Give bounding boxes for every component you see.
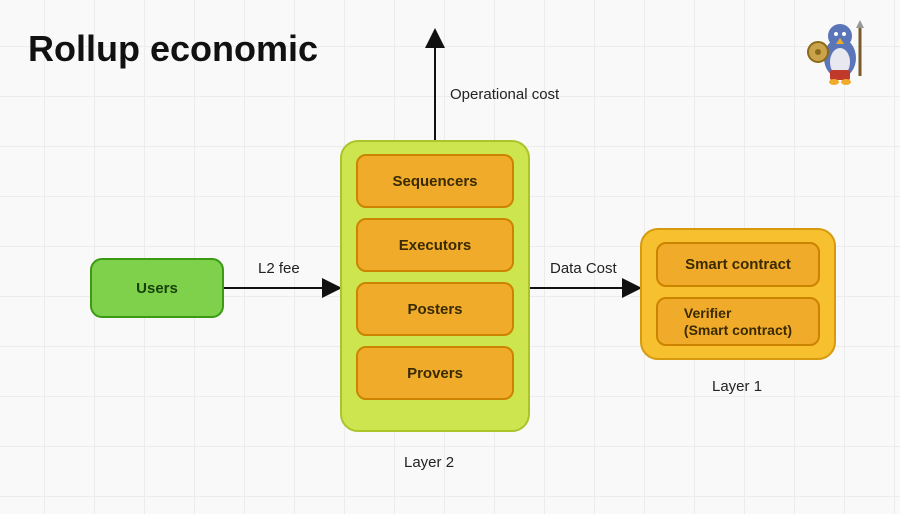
layer1-item-verifier: Verifier (Smart contract): [656, 297, 820, 346]
layer1-caption: Layer 1: [712, 378, 762, 395]
users-label: Users: [136, 280, 178, 297]
layer2-caption: Layer 2: [404, 454, 454, 471]
edge-label-data-cost: Data Cost: [550, 260, 617, 277]
edge-label-operational-cost: Operational cost: [450, 86, 559, 103]
users-box: Users: [90, 258, 224, 318]
mascot-icon: [800, 10, 880, 90]
layer2-container: Sequencers Executors Posters Provers: [340, 140, 530, 432]
page-title: Rollup economic: [28, 28, 318, 70]
layer2-item-label: Provers: [407, 365, 463, 382]
layer1-item-label: Verifier (Smart contract): [684, 305, 792, 337]
layer2-item-posters: Posters: [356, 282, 514, 336]
layer2-item-executors: Executors: [356, 218, 514, 272]
layer2-item-provers: Provers: [356, 346, 514, 400]
layer2-item-label: Posters: [407, 301, 462, 318]
layer2-item-label: Executors: [399, 237, 472, 254]
edge-label-l2-fee: L2 fee: [258, 260, 300, 277]
layer2-item-sequencers: Sequencers: [356, 154, 514, 208]
layer1-item-label: Smart contract: [685, 256, 791, 273]
layer2-item-label: Sequencers: [392, 173, 477, 190]
layer1-item-smart-contract: Smart contract: [656, 242, 820, 287]
layer1-container: Smart contract Verifier (Smart contract): [640, 228, 836, 360]
